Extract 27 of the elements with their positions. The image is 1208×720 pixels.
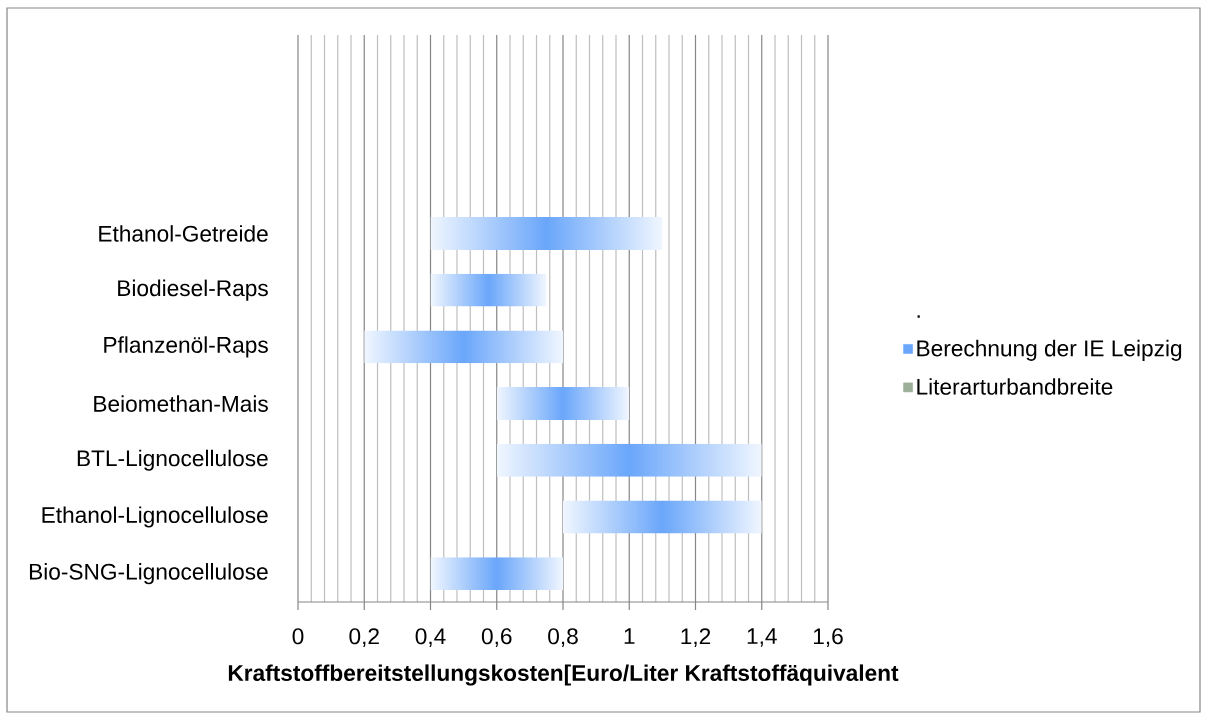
y-tick-label: Ethanol-Lignocellulose xyxy=(42,506,268,528)
legend-label: Literarturbandbreite xyxy=(917,378,1113,395)
x-tick-label: 0,8 xyxy=(548,628,578,647)
x-tick-label: 0,2 xyxy=(349,628,379,647)
legend-title: . xyxy=(917,315,920,318)
y-tick-label: Biodiesel-Raps xyxy=(118,279,268,301)
x-tick-label: 1 xyxy=(624,628,635,644)
x-tick-label: 0,4 xyxy=(415,628,446,647)
x-tick-label: 1,6 xyxy=(813,628,843,647)
x-tick-label: 1,4 xyxy=(747,628,777,647)
legend-label: Berechnung der IE Leipzig xyxy=(917,339,1182,361)
x-axis-title: Kraftstoffbereitstellungskosten[Euro/Liter Kraftstoffäquivalent xyxy=(228,664,899,686)
x-tick-label: 0 xyxy=(292,628,304,645)
bar xyxy=(496,443,762,477)
bar xyxy=(430,217,663,250)
y-tick-label: Beiomethan-Mais xyxy=(94,395,268,412)
y-tick-label: Pflanzenöl-Raps xyxy=(104,336,268,358)
bar xyxy=(563,500,762,534)
x-tick-label: 1,2 xyxy=(681,628,711,647)
bar xyxy=(496,387,630,420)
bar xyxy=(430,557,563,591)
bar xyxy=(430,273,547,307)
y-tick-label: Bio-SNG-Lignocellulose xyxy=(29,563,268,585)
y-tick-label: BTL-Lignocellulose xyxy=(77,449,268,471)
y-tick-label: Ethanol-Getreide xyxy=(99,225,268,242)
bar xyxy=(364,330,563,364)
x-tick-label: 0,6 xyxy=(481,628,512,647)
